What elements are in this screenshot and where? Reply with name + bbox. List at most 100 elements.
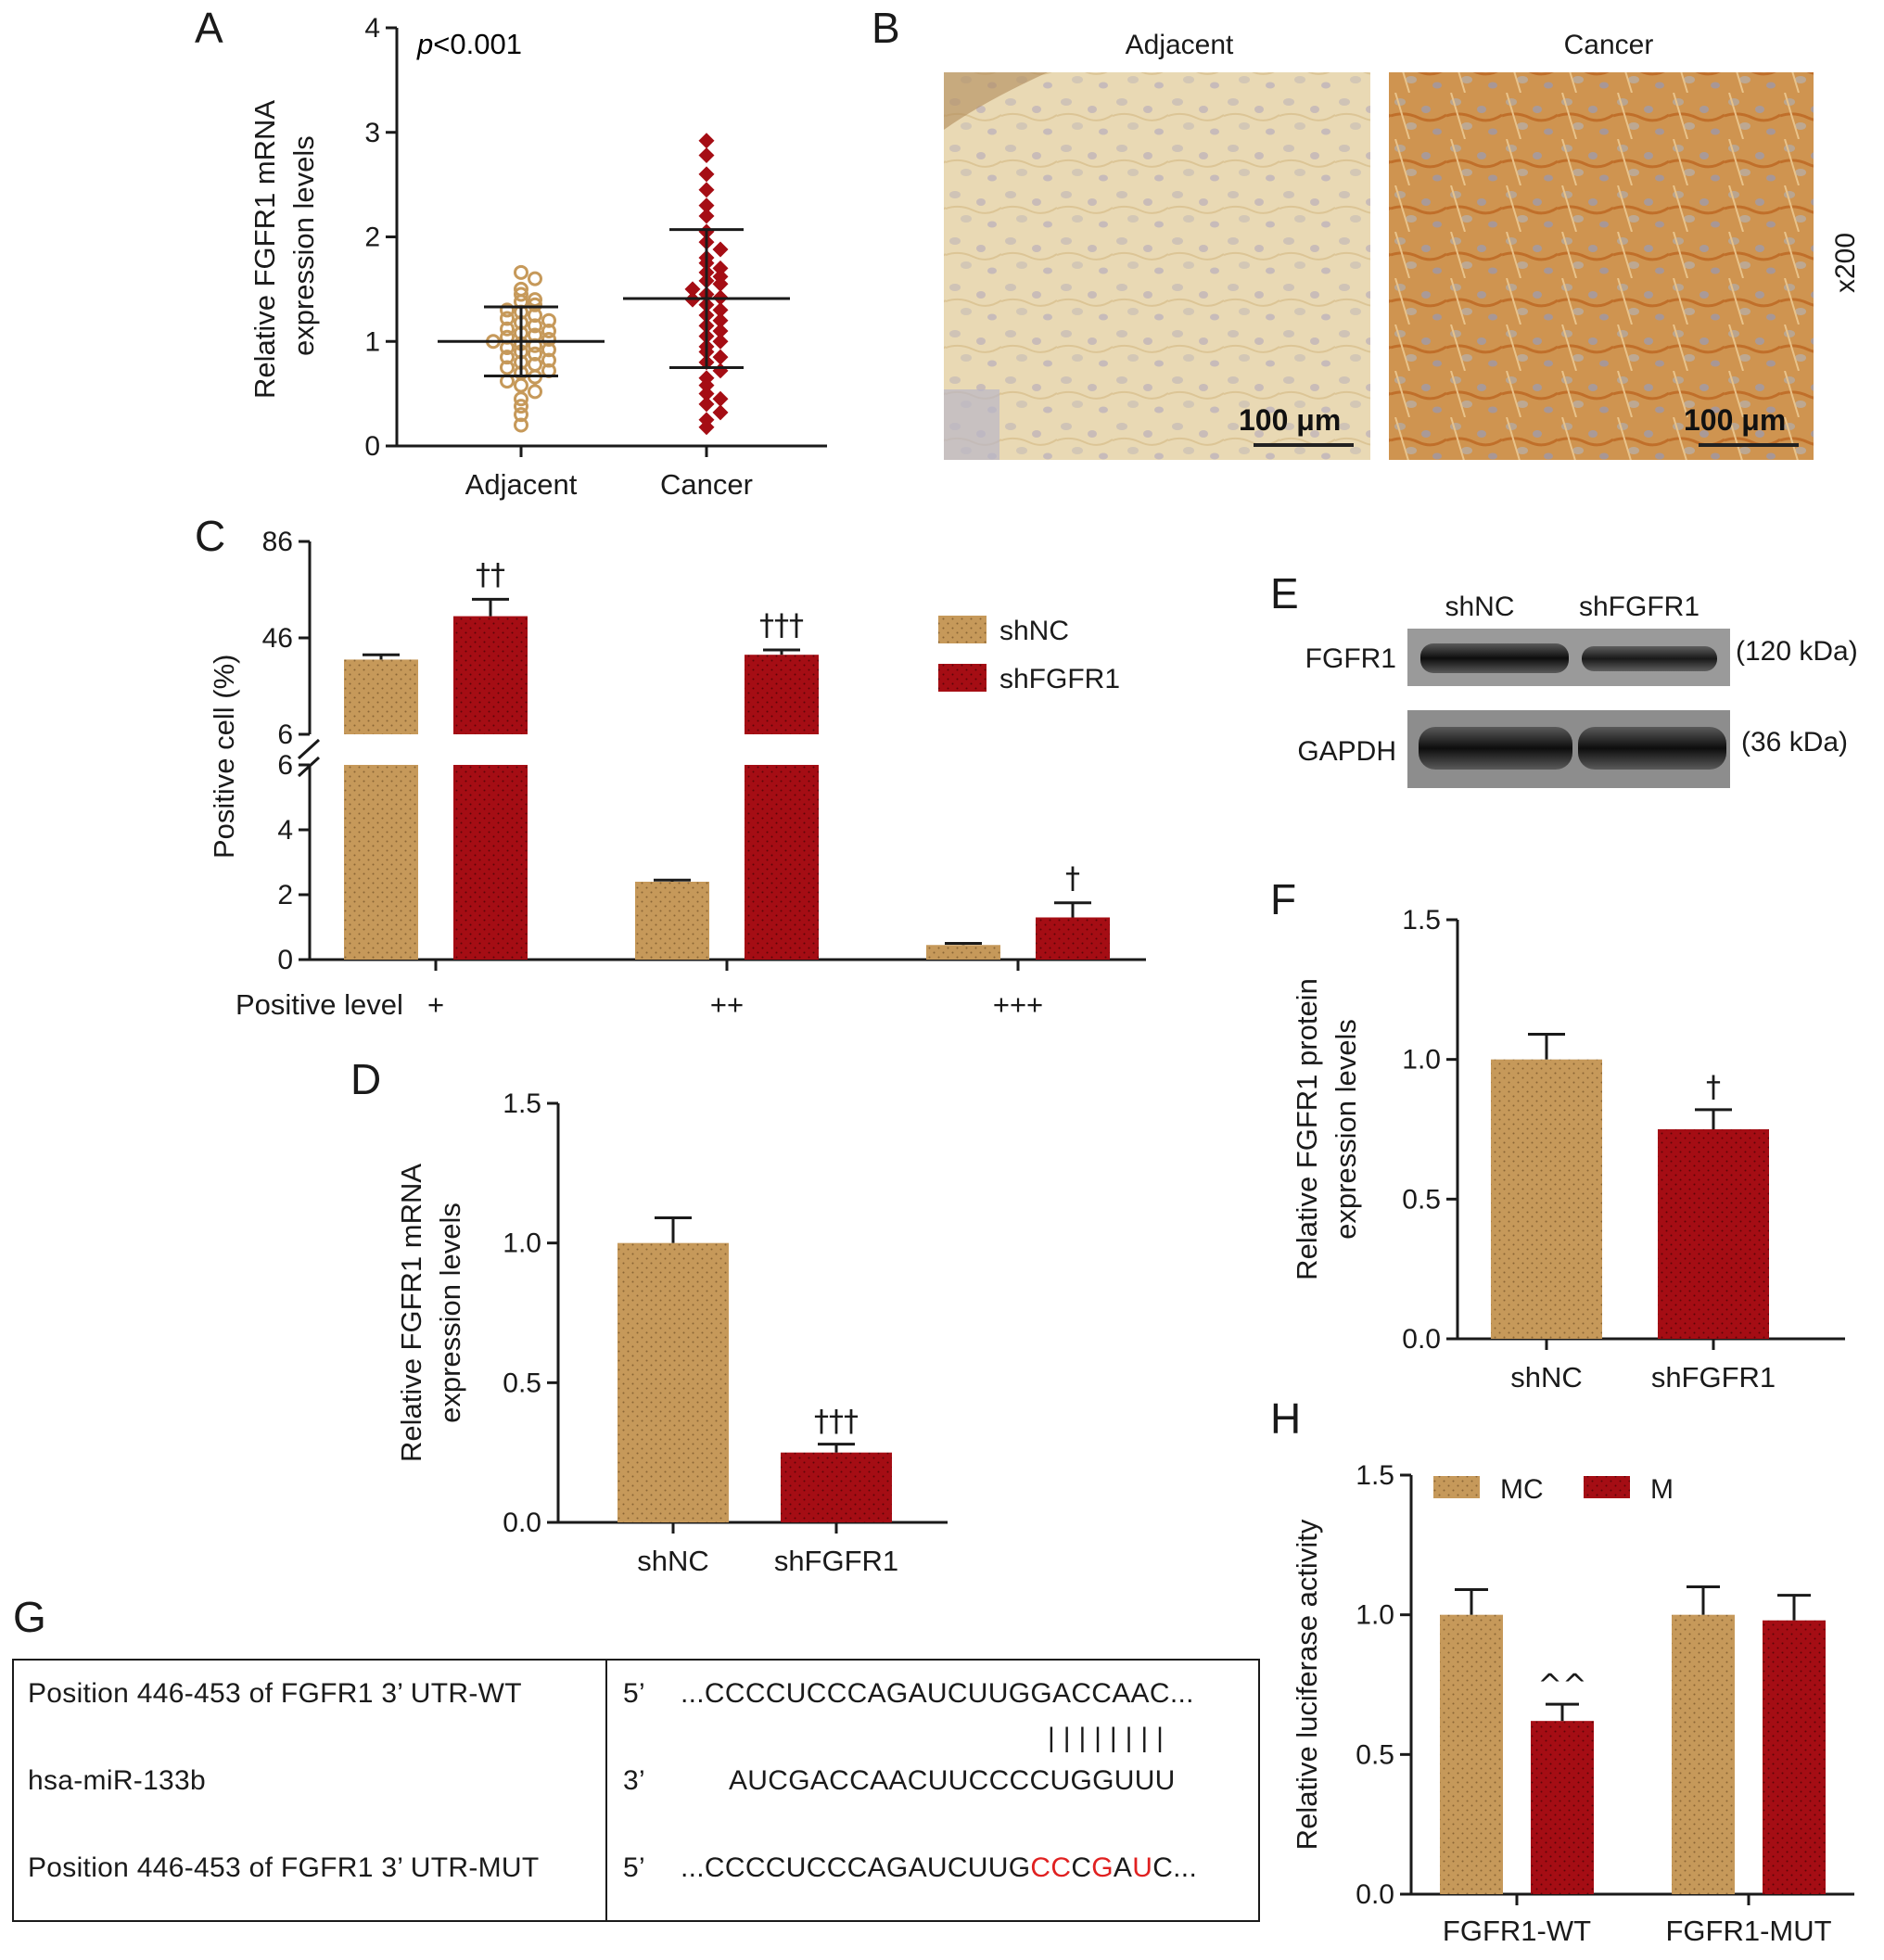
panel-letter-d: D	[350, 1055, 381, 1103]
blot-band-fgfr1-shnc	[1420, 643, 1569, 673]
d-plot-ytick-label: 0.5	[503, 1368, 541, 1398]
h-bar-MC	[1440, 1614, 1503, 1894]
a-point-adjacent	[528, 308, 542, 324]
c-bar-shFGFR1-lower	[453, 765, 528, 960]
c-ylabel: Positive cell (%)	[208, 655, 240, 859]
f-plot-ytick-label: 1.0	[1402, 1045, 1441, 1075]
a-point-adjacent	[528, 346, 542, 362]
a-point-adjacent	[514, 377, 528, 393]
c-legend-swatch-shFGFR1	[938, 664, 987, 692]
sequence-mirna: AUCGACCAACUUCCCCUGGUUU	[729, 1765, 1176, 1796]
a-point-cancer	[698, 182, 715, 198]
a-point-cancer	[698, 208, 715, 224]
f-plot-ytick-label: 0.5	[1402, 1184, 1441, 1215]
panel-e: E shNC shFGFR1 FGFR1 GAPDH (120 kDa) (36…	[1270, 569, 1858, 788]
a-ytick-label: 1	[364, 326, 380, 357]
a-point-adjacent	[541, 342, 556, 358]
d-plot-xtick-label: shFGFR1	[774, 1545, 898, 1577]
bar-chart-d: Relative FGFR1 mRNA expression levels 0.0 0…	[395, 1088, 948, 1577]
d-plot-bar-shNC	[617, 1242, 729, 1522]
magnification-label: x200	[1830, 233, 1861, 293]
bar-chart-f: Relative FGFR1 protein expression levels 0…	[1291, 905, 1845, 1394]
panel-letter-h: H	[1270, 1394, 1301, 1443]
mutated-base: G	[1091, 1852, 1114, 1883]
sequence-segment: C	[1071, 1852, 1091, 1883]
a-point-adjacent	[541, 331, 556, 347]
h-legend-label-MC: MC	[1500, 1474, 1544, 1505]
a-point-cancer	[698, 166, 715, 183]
f-plot-ytick-label: 1.5	[1402, 905, 1441, 935]
sequence-mut: ...CCCCUCCCAGAUCUUGCCCGAUC...	[681, 1852, 1197, 1883]
a-point-adjacent	[500, 360, 515, 375]
c-ytick-label: 6	[277, 719, 293, 750]
a-point-cancer	[712, 312, 729, 329]
c-bar-shNC-lower	[344, 765, 418, 960]
c-significance-mark: †	[1065, 860, 1080, 896]
a-point-cancer	[698, 147, 715, 164]
a-axes	[395, 28, 827, 448]
panel-f: F Relative FGFR1 protein expression level…	[1270, 875, 1845, 1394]
sequence-wt: ...CCCCUCCCAGAUCUUGGACCAAC...	[681, 1678, 1194, 1709]
panel-g: G Position 446-453 of FGFR1 3’ UTR-WT hs…	[12, 1593, 1260, 1922]
c-xtick-label: ++	[710, 988, 744, 1021]
a-point-adjacent	[514, 417, 528, 433]
panel-letter-c: C	[195, 512, 225, 560]
d-plot-xtick-label: shNC	[637, 1545, 709, 1577]
a-point-adjacent	[541, 352, 556, 368]
f-plot-ytick-label: 0.0	[1402, 1324, 1441, 1355]
panel-h: H Relative luciferase activity 0.0 0.5 1.0 1…	[1270, 1394, 1854, 1947]
sequence-segment: ...CCCCUCCCAGAUCUUG	[681, 1852, 1030, 1883]
blot-band-gapdh-shnc	[1419, 727, 1572, 770]
d-plot-ylabel-line1: Relative FGFR1 mRNA	[395, 1164, 427, 1462]
scale-bar-label-adjacent: 100 μm	[1239, 403, 1341, 437]
ihc-cancer-title: Cancer	[1564, 30, 1654, 60]
c-ytick-label: 2	[277, 880, 293, 910]
bar-chart-h: Relative luciferase activity 0.0 0.5 1.0 1.5…	[1291, 1460, 1854, 1947]
f-plot-xtick-label: shFGFR1	[1651, 1361, 1776, 1394]
d-plot-significance-mark: †††	[814, 1404, 859, 1439]
c-bar-shNC	[926, 945, 1000, 960]
c-legend-label-shNC: shNC	[999, 616, 1069, 646]
c-legend-label-shFGFR1: shFGFR1	[999, 664, 1120, 694]
scatter-plot-a: 0 1 2 3 4 Adjacent Cancer	[364, 13, 827, 501]
c-legend-swatch-shNC	[938, 616, 987, 643]
h-bar-M	[1531, 1721, 1594, 1894]
seq-row-label-wt: Position 446-453 of FGFR1 3’ UTR-WT	[28, 1678, 522, 1709]
a-point-cancer	[698, 396, 715, 413]
sequence-segment: AUCGACCAACUUCCCCUGGUUU	[729, 1765, 1176, 1796]
panel-letter-b: B	[872, 4, 900, 52]
panel-letter-f: F	[1270, 875, 1296, 923]
a-point-adjacent	[500, 321, 515, 337]
c-xtick-label: +	[427, 988, 444, 1021]
h-legend-swatch-MC	[1433, 1476, 1480, 1498]
h-ytick-label: 0.5	[1356, 1739, 1394, 1770]
a-point-adjacent	[514, 399, 528, 414]
a-xtick-label: Adjacent	[465, 468, 578, 501]
a-ylabel-line2: expression levels	[287, 135, 320, 356]
scale-bar-label-cancer: 100 μm	[1684, 403, 1786, 437]
blot-row-label-fgfr1: FGFR1	[1305, 643, 1396, 674]
a-point-cancer	[698, 386, 715, 402]
a-ytick-label: 4	[364, 13, 380, 44]
c-xtick-label: +++	[993, 988, 1043, 1021]
base-pairing-marks: | | | | | | | |	[1048, 1723, 1164, 1753]
ihc-adjacent-title: Adjacent	[1126, 30, 1234, 60]
c-axis-break-mark-1	[297, 738, 321, 760]
a-point-adjacent	[528, 384, 542, 400]
seq-row-label-mirna: hsa-miR-133b	[28, 1765, 206, 1796]
a-point-cancer	[698, 419, 715, 436]
c-ytick-label: 0	[277, 945, 293, 975]
f-plot-bar-shNC	[1491, 1059, 1602, 1339]
c-ytick-label: 4	[277, 815, 293, 846]
ihc-stroma-patch	[944, 389, 999, 460]
mutated-base: CC	[1030, 1852, 1071, 1883]
blot-lane-shnc: shNC	[1445, 592, 1514, 622]
ihc-image-adjacent	[944, 72, 1370, 460]
a-point-cancer	[712, 260, 729, 276]
a-point-cancer	[712, 301, 729, 318]
ihc-image-cancer	[1389, 72, 1814, 460]
panel-letter-a: A	[195, 4, 223, 52]
seq-row-label-mut: Position 446-453 of FGFR1 3’ UTR-MUT	[28, 1852, 540, 1883]
a-point-adjacent	[528, 337, 542, 353]
